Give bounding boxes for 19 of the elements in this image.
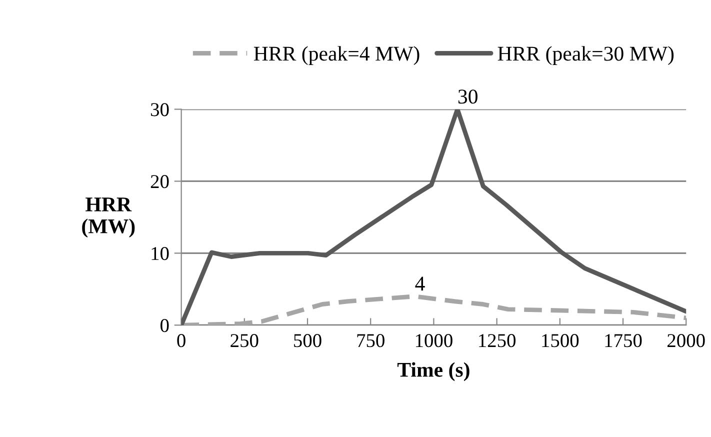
x-tick-label: 500	[294, 334, 322, 348]
x-tick-label: 1000	[416, 334, 452, 348]
x-tick-label: 1250	[479, 334, 516, 348]
y-tick-label: 20	[150, 175, 169, 188]
x-tick-label: 1500	[542, 334, 579, 348]
legend-label: HRR (peak=30 MW)	[498, 46, 674, 65]
data-label: 4	[415, 276, 425, 291]
data-label: 30	[458, 90, 478, 104]
x-tick-label: 1750	[605, 334, 642, 348]
x-tick-label: 250	[230, 334, 258, 348]
x-tick-label: 750	[357, 334, 384, 348]
x-tick-label: 2000	[668, 334, 705, 348]
y-tick-label: 10	[152, 246, 169, 260]
x-tick-label: 0	[177, 334, 186, 348]
y-tick-label: 30	[150, 103, 169, 116]
y-axis-title: HRR (MW)	[82, 198, 135, 238]
legend-label: HRR (peak=4 MW)	[254, 46, 420, 65]
x-axis-title: Time (s)	[397, 362, 470, 382]
y-tick-label: 0	[160, 318, 169, 332]
